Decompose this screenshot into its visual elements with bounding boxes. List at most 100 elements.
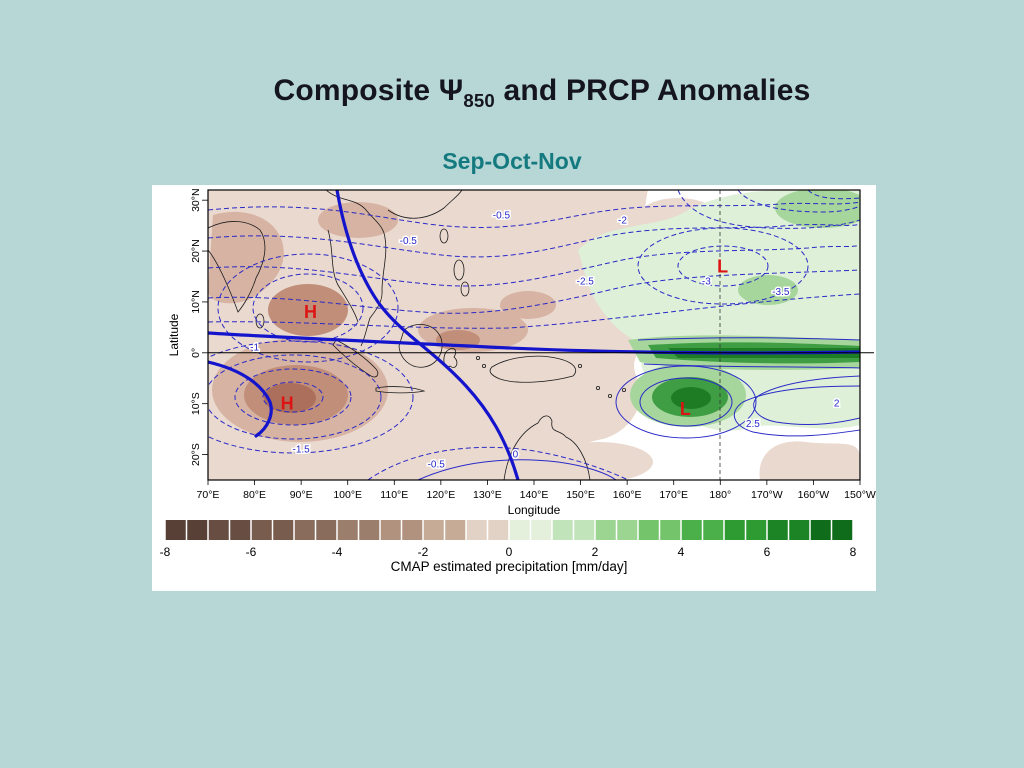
map-graphic bbox=[639, 377, 733, 427]
x-tick-label: 160°E bbox=[613, 489, 642, 501]
map-graphic bbox=[387, 190, 463, 219]
pressure-center-marker: L bbox=[680, 399, 691, 419]
colorbar-tile bbox=[789, 520, 810, 540]
map-graphic bbox=[264, 383, 316, 413]
y-tick-label: 0° bbox=[190, 348, 202, 358]
map-graphic bbox=[807, 190, 860, 200]
contour-label: -3.5 bbox=[772, 287, 790, 298]
x-tick-label: 150°W bbox=[844, 489, 876, 501]
x-tick-label: 160°W bbox=[798, 489, 830, 501]
colorbar-tile bbox=[660, 520, 681, 540]
positive-contours bbox=[417, 337, 860, 480]
x-axis-title: Longitude bbox=[508, 503, 561, 517]
map-graphic bbox=[367, 446, 629, 480]
map-graphic bbox=[208, 244, 860, 287]
y-tick-label: 10°N bbox=[190, 290, 202, 313]
map-graphic bbox=[208, 190, 860, 480]
x-tick-label: 70°E bbox=[197, 489, 220, 501]
map-graphic bbox=[327, 229, 359, 323]
map-graphic bbox=[481, 363, 486, 368]
colorbar-tile bbox=[595, 520, 616, 540]
colorbar-tile bbox=[617, 520, 638, 540]
contour-label: 2.5 bbox=[746, 419, 760, 430]
precip-shading-negative bbox=[208, 190, 860, 480]
x-tick-label: 80°E bbox=[243, 489, 266, 501]
contour-label: 2 bbox=[834, 399, 840, 410]
colorbar-tile bbox=[316, 520, 337, 540]
y-tick-label: 30°N bbox=[190, 188, 202, 211]
x-tick-label: 140°E bbox=[520, 489, 549, 501]
map-graphic bbox=[578, 190, 860, 431]
colorbar-tick-label: 2 bbox=[592, 545, 599, 559]
map-graphic bbox=[255, 313, 265, 329]
map-graphic bbox=[335, 190, 520, 480]
contour-label: -0.5 bbox=[493, 210, 511, 221]
map-graphic bbox=[677, 190, 860, 229]
map-graphic bbox=[252, 273, 364, 343]
x-tick-label: 110°E bbox=[380, 489, 408, 501]
x-tick-label: 130°E bbox=[473, 489, 502, 501]
map-graphic bbox=[325, 190, 387, 347]
pressure-center-marker: H bbox=[281, 394, 294, 414]
map-graphic bbox=[489, 355, 577, 383]
colorbar-tile bbox=[488, 520, 509, 540]
colorbar-tile bbox=[466, 520, 487, 540]
colorbar-tile bbox=[509, 520, 530, 540]
colorbar-tick-label: 0 bbox=[506, 545, 513, 559]
colorbar-tile bbox=[445, 520, 466, 540]
colorbar-tile bbox=[810, 520, 831, 540]
colorbar-tile bbox=[380, 520, 401, 540]
colorbar-tile bbox=[359, 520, 380, 540]
x-tick-label: 150°E bbox=[566, 489, 595, 501]
dynamic-labels: 70°E 80°E 90°E 100°E 110°E 120°E 130°E 140°E 150… bbox=[160, 188, 876, 574]
contour-label: -1 bbox=[250, 343, 259, 354]
y-tick-label: 20°N bbox=[190, 239, 202, 262]
x-tick-label: 170°E bbox=[659, 489, 688, 501]
map-graphic bbox=[595, 385, 600, 390]
map-graphic bbox=[503, 415, 591, 480]
x-tick-label: 100°E bbox=[333, 489, 362, 501]
map-graphic bbox=[208, 201, 860, 228]
colorbar-tile bbox=[337, 520, 358, 540]
x-tick-label: 170°W bbox=[751, 489, 783, 501]
colorbar-tile bbox=[165, 520, 186, 540]
colorbar-tile bbox=[423, 520, 444, 540]
contour-label: -0.5 bbox=[428, 460, 446, 471]
colorbar-tile bbox=[187, 520, 208, 540]
map-graphic bbox=[607, 393, 612, 398]
map-graphic bbox=[208, 223, 860, 258]
colorbar-tile bbox=[638, 520, 659, 540]
pressure-center-marker: H bbox=[304, 302, 317, 322]
x-tick-label: 180° bbox=[709, 489, 731, 501]
map-graphic bbox=[208, 269, 860, 314]
map-graphic bbox=[318, 202, 398, 238]
map-graphic bbox=[417, 459, 617, 480]
map-graphic bbox=[208, 360, 273, 438]
colorbar-tile bbox=[402, 520, 423, 540]
colorbar-tile bbox=[703, 520, 724, 540]
colorbar-tile bbox=[531, 520, 552, 540]
colorbar-tile bbox=[273, 520, 294, 540]
colorbar-tile bbox=[574, 520, 595, 540]
colorbar-tile bbox=[767, 520, 788, 540]
title-subscript: 850 bbox=[463, 90, 495, 111]
colorbar-tile bbox=[208, 520, 229, 540]
map-graphic bbox=[208, 340, 414, 454]
precip-anomaly-map: 70°E 80°E 90°E 100°E 110°E 120°E 130°E 140°E 150… bbox=[160, 188, 876, 574]
map-graphic bbox=[460, 281, 470, 297]
colorbar-tile bbox=[294, 520, 315, 540]
contour-label: -3 bbox=[702, 277, 711, 288]
title-suffix: and PRCP Anomalies bbox=[494, 74, 811, 107]
map-graphic bbox=[733, 385, 860, 437]
colorbar-tile bbox=[681, 520, 702, 540]
contour-label: -1.5 bbox=[293, 444, 311, 455]
map-graphic bbox=[217, 253, 399, 363]
map-graphic bbox=[208, 293, 860, 329]
map-graphic bbox=[759, 441, 860, 480]
map-graphic bbox=[543, 442, 653, 480]
map-graphic bbox=[262, 381, 324, 413]
figure-panel: 70°E 80°E 90°E 100°E 110°E 120°E 130°E 140°E 150… bbox=[152, 185, 876, 591]
colorbar-tile bbox=[552, 520, 573, 540]
colorbar-caption: CMAP estimated precipitation [mm/day] bbox=[391, 559, 628, 574]
